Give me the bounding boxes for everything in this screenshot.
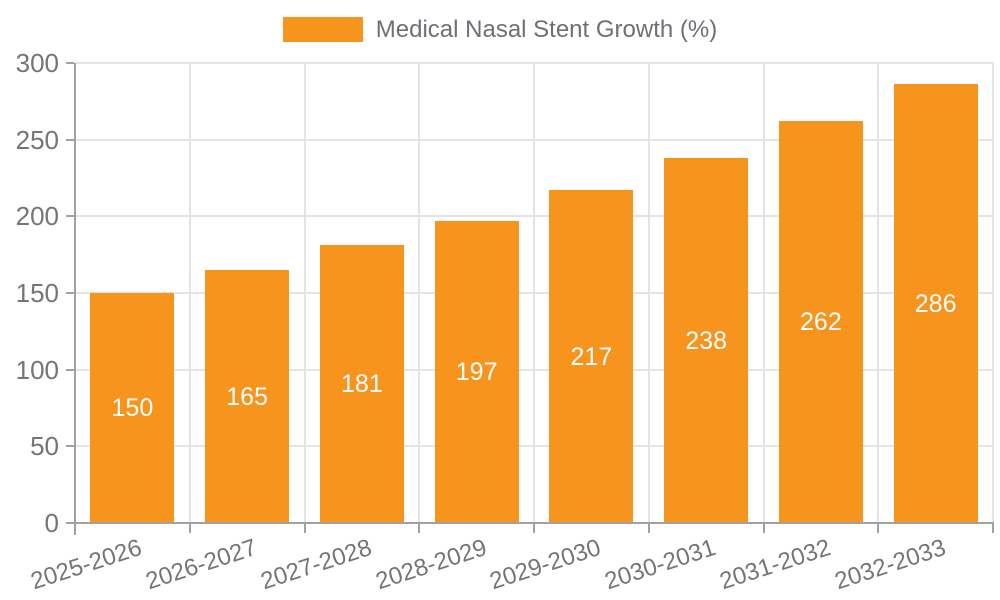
x-gridline — [762, 63, 765, 523]
x-gridline — [877, 63, 880, 523]
x-axis-tick — [877, 523, 880, 533]
bar[interactable] — [434, 220, 519, 523]
x-axis-tick — [533, 523, 535, 533]
y-axis-tick — [66, 445, 74, 448]
y-axis-tick — [66, 522, 74, 524]
y-tick-label: 150 — [15, 278, 59, 308]
x-axis-tick — [418, 523, 421, 533]
legend-label: Medical Nasal Stent Growth (%) — [375, 16, 718, 43]
x-gridline — [303, 63, 306, 523]
x-gridline — [992, 63, 994, 523]
x-gridline — [188, 63, 191, 523]
y-tick-label: 100 — [15, 354, 59, 385]
bar-value-label: 197 — [455, 357, 498, 386]
y-tick-label: 250 — [15, 124, 59, 155]
bar[interactable] — [893, 84, 978, 523]
bar[interactable] — [549, 190, 634, 523]
bar-value-label: 181 — [341, 370, 383, 399]
x-tick-label: 2029-2030 — [486, 534, 605, 596]
x-axis-tick — [303, 523, 306, 533]
y-axis-tick — [66, 62, 74, 64]
x-gridline — [647, 63, 650, 523]
x-tick-label: 2030-2031 — [601, 534, 720, 596]
y-tick-label: 0 — [44, 508, 59, 538]
x-tick-label: 2026-2027 — [142, 534, 261, 596]
x-axis-tick — [647, 523, 650, 533]
y-tick-label: 50 — [30, 431, 59, 462]
bar-value-label: 262 — [800, 308, 842, 337]
y-axis-tick — [66, 292, 74, 294]
plot-area: 0 50 100 150 200 250 300 150 2025-2026 165 2026-20… — [16, 49, 994, 595]
legend-item[interactable]: Medical Nasal Stent Growth (%) — [0, 17, 1000, 42]
x-axis-tick — [992, 523, 994, 533]
x-gridline — [418, 63, 421, 523]
bar-value-label: 150 — [111, 394, 154, 422]
bar-value-label: 238 — [685, 326, 727, 355]
x-gridline — [533, 63, 535, 523]
y-axis-tick — [66, 138, 74, 141]
bar[interactable] — [319, 245, 404, 523]
bar[interactable] — [90, 293, 175, 523]
x-tick-label: 2025-2026 — [27, 534, 146, 596]
bar-value-label: 165 — [226, 382, 268, 411]
x-axis-tick — [188, 523, 191, 533]
bar[interactable] — [664, 158, 749, 523]
y-axis-line — [74, 63, 76, 535]
bar[interactable] — [205, 270, 290, 523]
x-tick-label: 2028-2029 — [372, 534, 490, 596]
legend-swatch — [282, 17, 363, 42]
y-axis-tick — [66, 215, 74, 218]
y-tick-label: 300 — [15, 48, 59, 78]
bar-value-label: 217 — [570, 342, 613, 371]
bar-value-label: 286 — [914, 289, 957, 318]
x-tick-label: 2027-2028 — [257, 534, 375, 596]
bar[interactable] — [778, 121, 863, 523]
y-axis-tick — [66, 368, 74, 371]
y-tick-label: 200 — [15, 201, 59, 232]
x-tick-label: 2032-2033 — [831, 534, 949, 596]
x-axis-tick — [74, 523, 76, 533]
x-axis-tick — [762, 523, 765, 533]
x-tick-label: 2031-2032 — [716, 534, 834, 596]
